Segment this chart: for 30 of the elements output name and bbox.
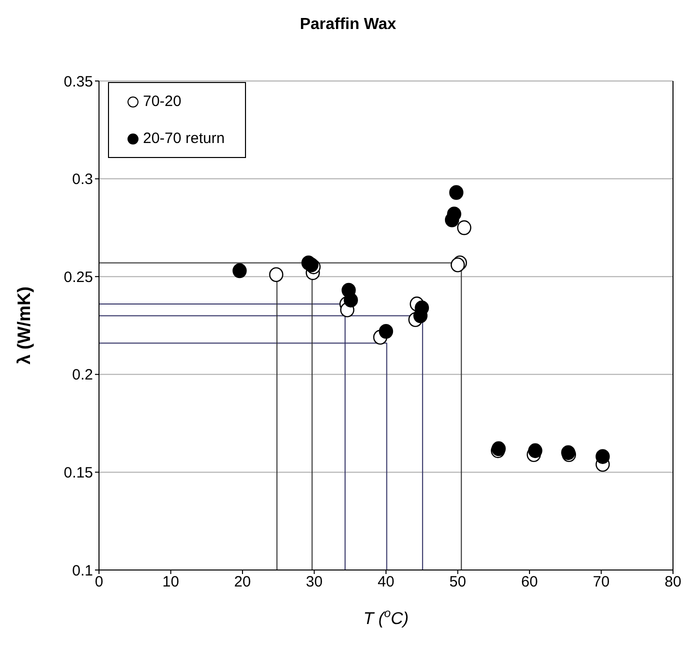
point xyxy=(447,206,462,222)
y-tick-label: 0.25 xyxy=(64,268,93,286)
x-axis-title: T ($^{o}$C) xyxy=(363,606,409,628)
y-tick-label: 0.3 xyxy=(72,171,93,188)
y-tick-label: 0.35 xyxy=(64,73,93,90)
x-tick-label: 10 xyxy=(162,574,180,591)
point xyxy=(528,443,542,458)
x-tick-label: 40 xyxy=(378,574,394,591)
point xyxy=(378,324,394,339)
y-tick-label: 0.15 xyxy=(64,464,93,482)
x-tick-label: 60 xyxy=(521,574,538,591)
point xyxy=(269,267,284,282)
x-tick-label: 70 xyxy=(592,574,610,591)
x-tick-label: 50 xyxy=(449,574,466,591)
legend-label: 20-70 return xyxy=(143,130,225,147)
legend-label: 70-20 xyxy=(143,93,182,110)
chart-title: Paraffin Wax xyxy=(298,16,398,34)
point xyxy=(344,292,358,308)
x-tick-label: 0 xyxy=(94,574,104,591)
x-tick-label: 20 xyxy=(234,574,251,591)
point xyxy=(449,185,464,200)
x-tick-label: 80 xyxy=(664,574,682,591)
point xyxy=(457,220,472,236)
point xyxy=(304,257,318,272)
point xyxy=(596,449,610,464)
y-axis-title: λ (W/mK) xyxy=(14,286,34,364)
x-tick-label: 30 xyxy=(306,574,323,591)
point xyxy=(232,263,247,278)
y-tick-label: 0.1 xyxy=(72,562,93,580)
y-tick-label: 0.2 xyxy=(72,366,93,384)
